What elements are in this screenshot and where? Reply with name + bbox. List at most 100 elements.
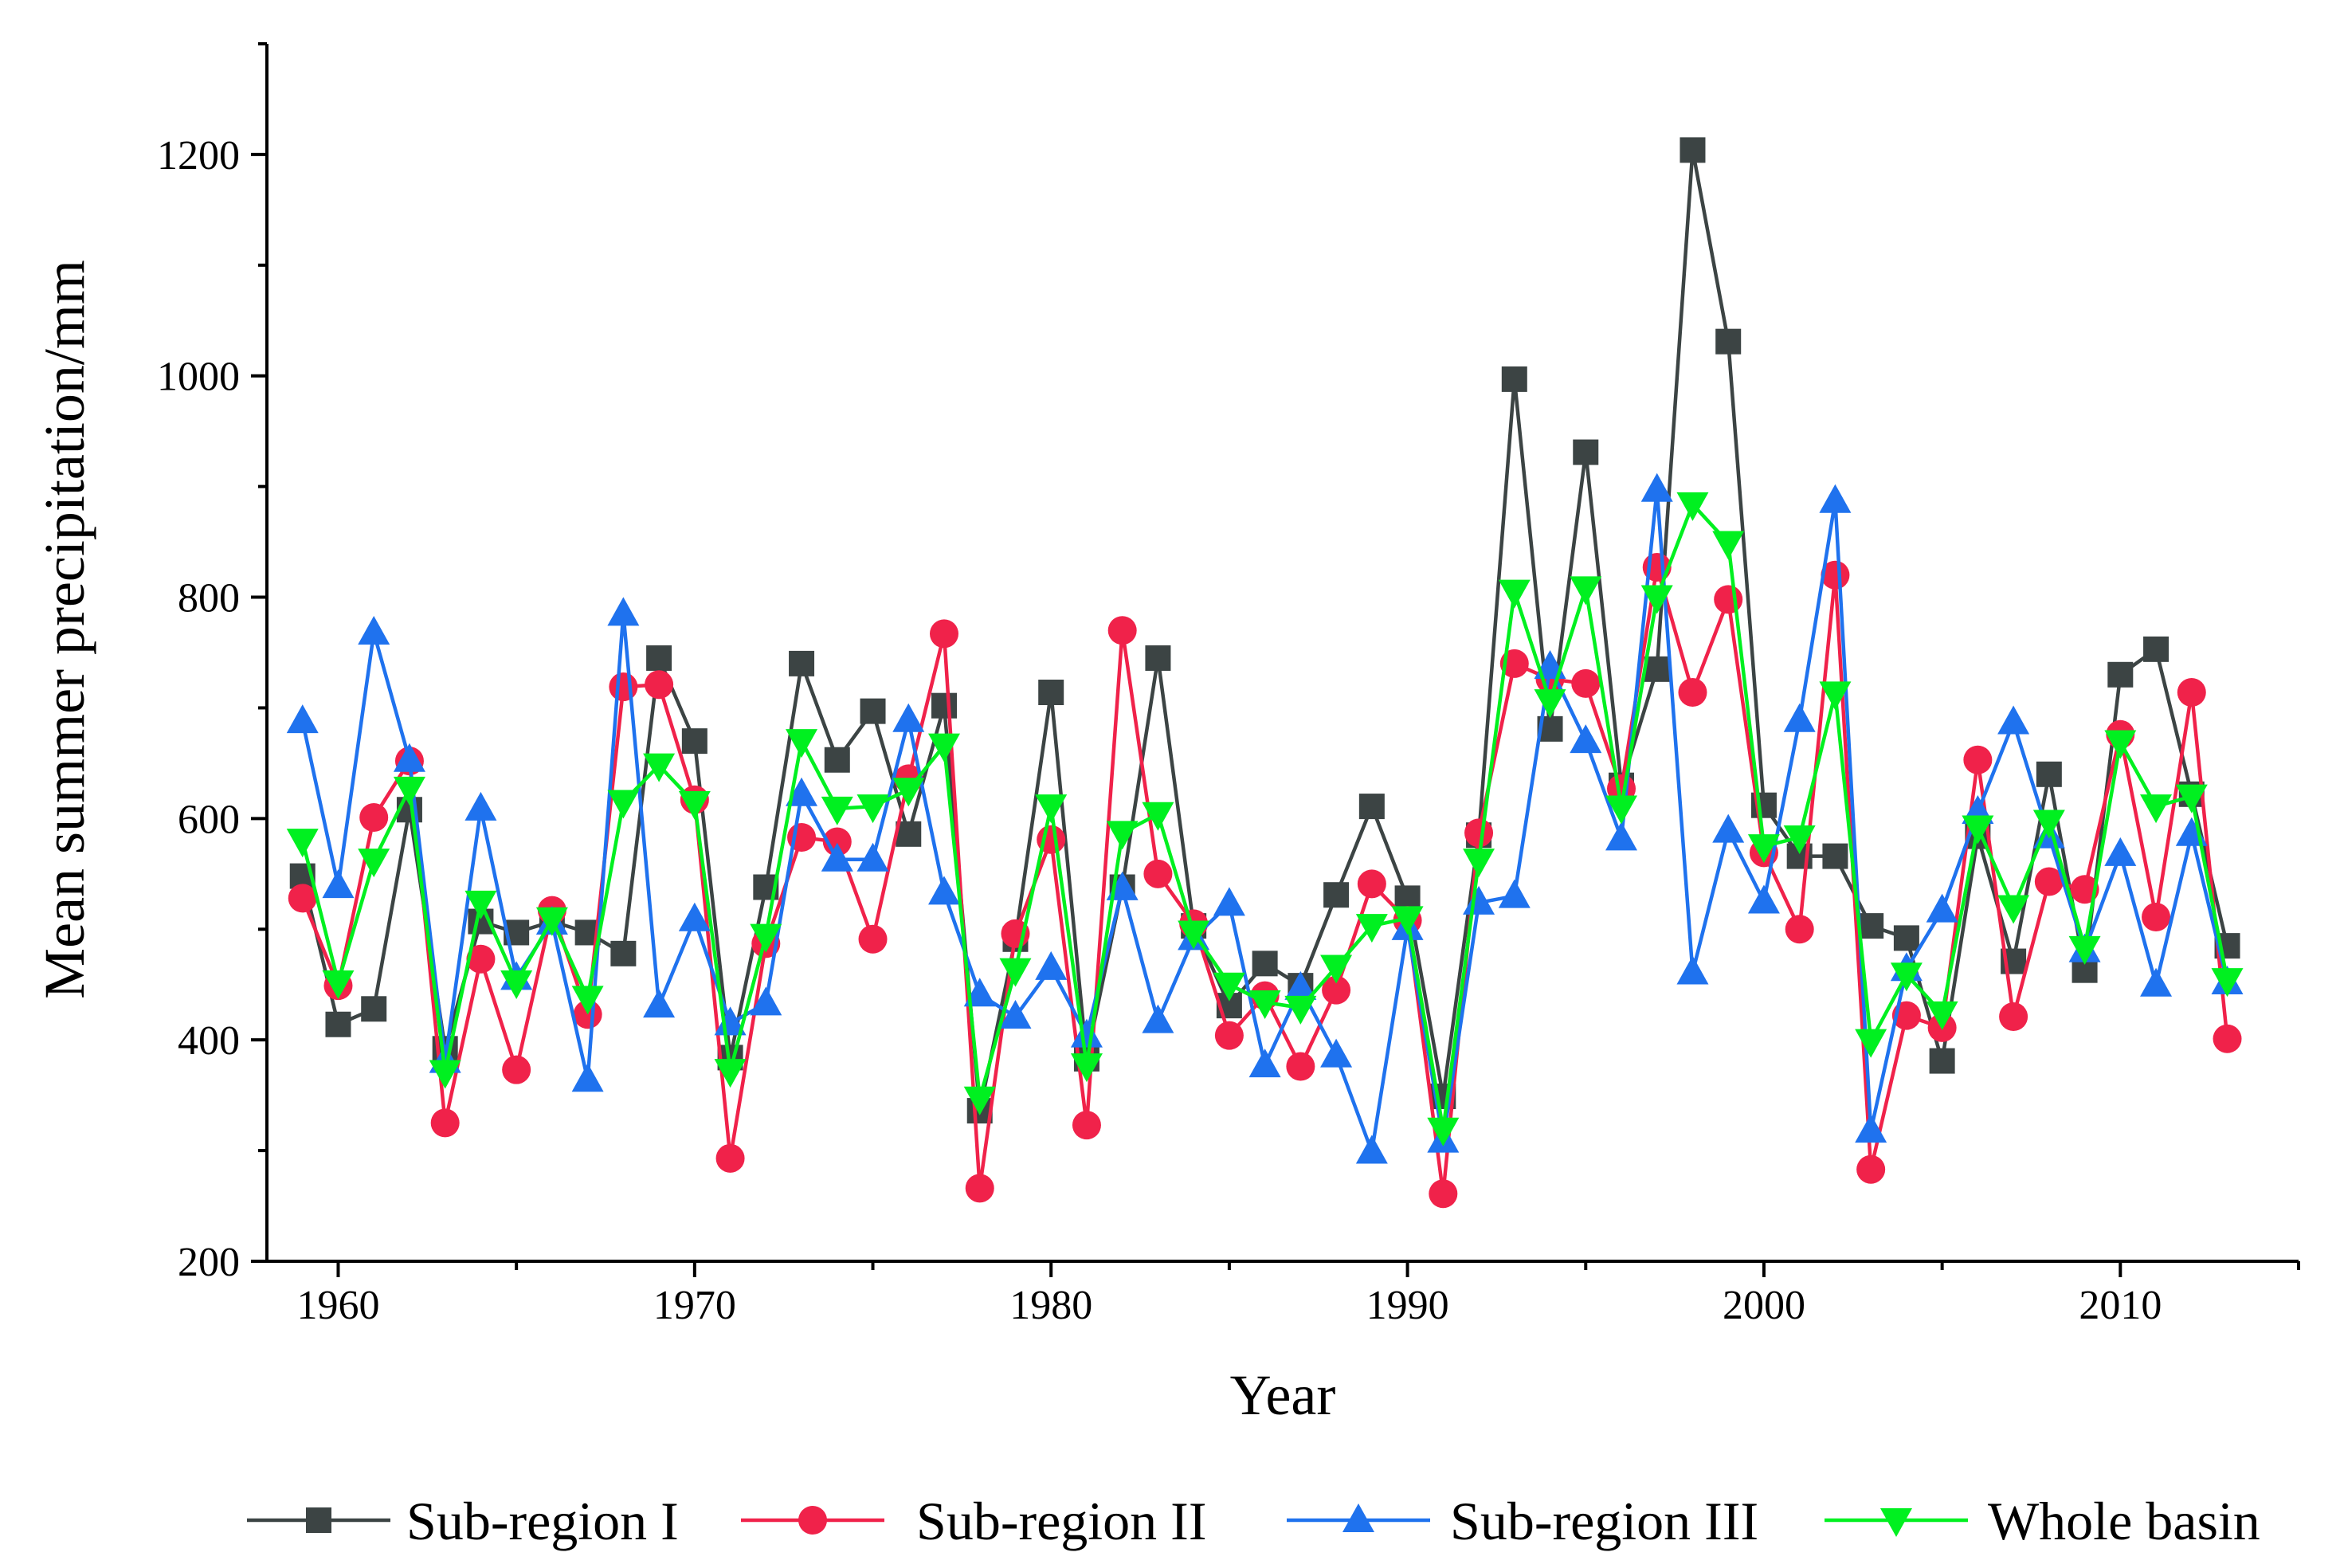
data-point	[1644, 656, 1670, 682]
data-point	[1035, 951, 1068, 980]
data-point	[1143, 859, 1173, 888]
data-point	[824, 747, 850, 773]
x-tick-label: 1960	[296, 1283, 379, 1328]
data-point	[821, 796, 853, 825]
data-point	[2177, 678, 2206, 708]
data-point	[2036, 761, 2062, 787]
data-point	[1038, 680, 1064, 706]
data-point	[286, 704, 319, 734]
data-point	[1999, 1002, 2028, 1032]
data-point	[1213, 972, 1245, 1002]
data-point	[430, 1108, 460, 1138]
data-point	[1427, 1117, 1460, 1147]
data-point	[714, 1059, 747, 1088]
data-point	[1714, 585, 1743, 614]
data-point	[1819, 484, 1852, 513]
x-axis-title: Year	[1230, 1363, 1336, 1427]
data-point	[1605, 795, 1637, 825]
data-point	[1819, 681, 1852, 711]
data-point	[1963, 745, 1993, 774]
data-point	[571, 986, 604, 1015]
data-point	[1855, 1114, 1887, 1143]
legend-marker	[1342, 1503, 1374, 1532]
data-point	[1856, 1154, 1886, 1184]
data-point	[1214, 1021, 1244, 1050]
data-point	[678, 902, 711, 931]
data-point	[609, 672, 638, 702]
data-point	[2032, 809, 2065, 839]
x-tick-label: 1970	[653, 1283, 736, 1328]
data-point	[892, 703, 925, 732]
data-point	[1678, 678, 1707, 708]
data-point	[931, 692, 957, 719]
legend-item: Sub-region I	[247, 1491, 679, 1551]
data-point	[715, 1143, 745, 1173]
data-point	[1035, 794, 1068, 824]
data-point	[464, 791, 497, 821]
y-tick-label: 200	[178, 1240, 240, 1285]
data-point	[789, 650, 815, 676]
data-point	[1855, 1029, 1887, 1058]
data-point	[1571, 668, 1601, 698]
data-point	[1248, 990, 1281, 1019]
data-point	[1142, 1004, 1174, 1033]
data-point	[1676, 955, 1709, 985]
data-point	[1284, 995, 1317, 1025]
data-point	[1498, 579, 1531, 609]
data-point	[535, 907, 568, 936]
data-point	[645, 670, 674, 700]
data-point	[325, 1011, 351, 1037]
data-point	[358, 849, 390, 878]
axes: 200 400 600 800 1000 1200 1960 1970 1980 1990 2000…	[157, 42, 2300, 1328]
data-point	[1573, 439, 1599, 465]
data-point	[288, 884, 317, 913]
data-point	[361, 996, 387, 1022]
legend-label: Sub-region I	[406, 1491, 679, 1551]
y-tick-label: 400	[178, 1018, 240, 1064]
data-point	[1320, 955, 1353, 984]
x-tick-label: 1990	[1366, 1283, 1449, 1328]
data-point	[1357, 869, 1386, 899]
data-point	[2213, 1024, 2242, 1053]
data-point	[892, 778, 925, 807]
data-point	[358, 615, 390, 645]
data-point	[678, 790, 711, 820]
data-point	[1605, 821, 1637, 851]
data-point	[1070, 1053, 1103, 1083]
data-point	[1286, 1052, 1315, 1081]
data-point	[1680, 137, 1706, 163]
data-point	[1072, 1111, 1101, 1140]
x-tick-label: 2000	[1723, 1283, 1805, 1328]
data-point	[2104, 837, 2137, 866]
data-point	[860, 698, 886, 724]
data-point	[1962, 815, 1994, 845]
legend-label: Sub-region III	[1450, 1491, 1758, 1551]
data-point	[607, 597, 640, 626]
data-point	[1715, 328, 1742, 355]
data-point	[1783, 825, 1816, 854]
data-point	[1498, 879, 1531, 908]
data-point	[464, 890, 497, 919]
data-point	[1145, 645, 1171, 671]
data-point	[393, 743, 425, 772]
data-point	[858, 924, 888, 954]
data-point	[965, 1174, 994, 1203]
data-point	[2068, 935, 2101, 965]
data-point	[928, 733, 960, 762]
data-point	[466, 944, 496, 974]
data-point	[322, 970, 355, 999]
data-point	[1890, 962, 1923, 992]
data-point	[1463, 849, 1495, 878]
data-point	[1358, 794, 1385, 820]
data-point	[1464, 818, 1494, 848]
legend-label: Sub-region II	[916, 1491, 1206, 1551]
data-point	[896, 821, 922, 847]
data-point	[786, 729, 818, 759]
legend-item: Whole basin	[1825, 1491, 2260, 1551]
data-point	[1997, 705, 2030, 735]
data-point	[2175, 817, 2208, 846]
data-point	[1070, 1018, 1103, 1048]
legend-marker	[1880, 1508, 1912, 1537]
data-point	[714, 1006, 747, 1036]
